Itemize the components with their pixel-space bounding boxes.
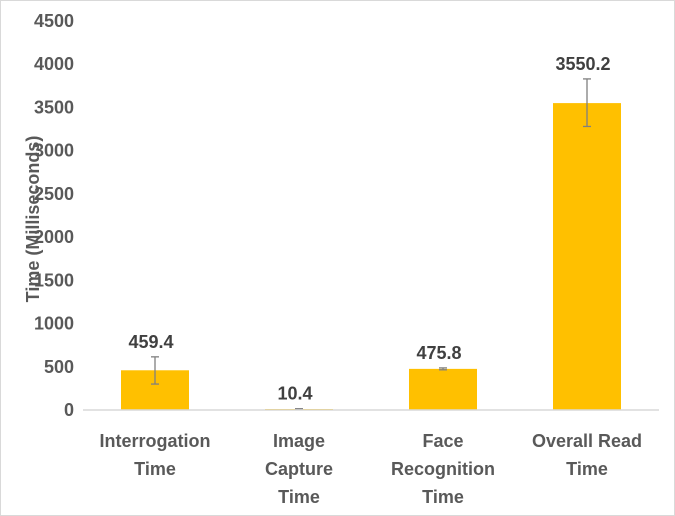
error-bar bbox=[439, 367, 447, 371]
data-label: 10.4 bbox=[277, 384, 312, 404]
bar bbox=[553, 103, 621, 411]
x-category-label: Interrogation Time bbox=[100, 431, 211, 479]
y-tick-label: 4500 bbox=[34, 11, 74, 31]
y-tick-label: 2000 bbox=[34, 227, 74, 247]
y-tick-label: 1000 bbox=[34, 314, 74, 334]
bar bbox=[409, 368, 477, 410]
y-tick-label: 1500 bbox=[34, 270, 74, 290]
y-tick-label: 3500 bbox=[34, 97, 74, 117]
data-label: 475.8 bbox=[416, 343, 461, 363]
y-tick-label: 4000 bbox=[34, 54, 74, 74]
data-labels: 459.4 10.4 475.8 3550.2 bbox=[128, 54, 610, 404]
y-tick-label: 0 bbox=[64, 400, 74, 420]
error-bar bbox=[583, 78, 591, 128]
y-axis-ticks: 0 500 1000 1500 2000 2500 3000 3500 4000 4500 bbox=[34, 11, 74, 420]
y-tick-label: 500 bbox=[44, 357, 74, 377]
y-tick-label: 2500 bbox=[34, 184, 74, 204]
error-bar bbox=[151, 356, 159, 385]
x-axis-category-labels: Interrogation Time Image Capture Time Face Rec… bbox=[100, 431, 643, 507]
data-label: 3550.2 bbox=[555, 54, 610, 74]
x-category-label: Image Capture Time bbox=[265, 431, 333, 507]
x-category-label: Overall Read Time bbox=[532, 431, 642, 479]
data-label: 459.4 bbox=[128, 332, 173, 352]
y-axis-title: Time (Milliseconds) bbox=[23, 136, 43, 303]
error-bars bbox=[151, 78, 591, 411]
x-category-label: Face Recognition Time bbox=[391, 431, 495, 507]
y-tick-label: 3000 bbox=[34, 141, 74, 161]
bars bbox=[121, 103, 621, 411]
